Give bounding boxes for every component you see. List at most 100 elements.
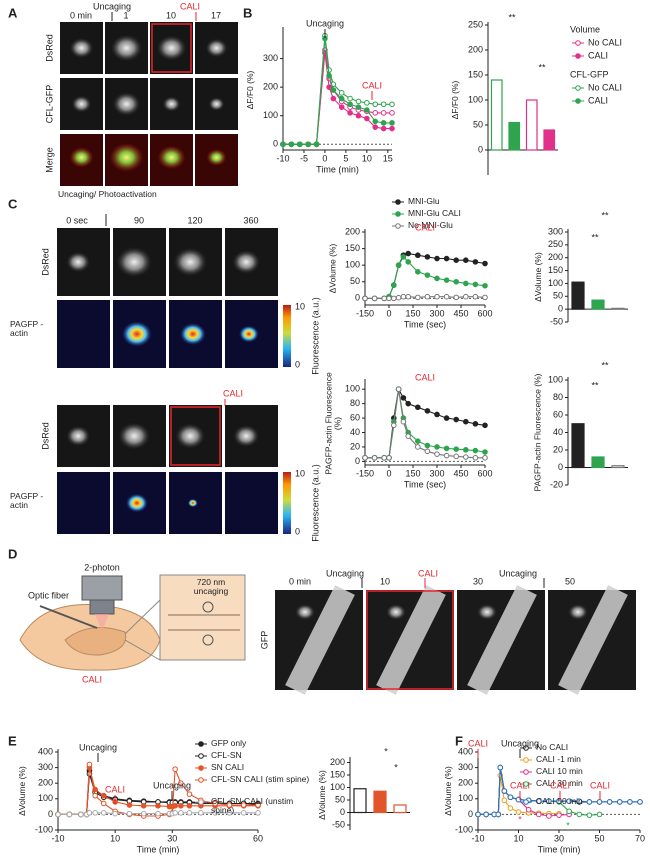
marker <box>395 223 401 229</box>
legend-label-text: GFP only <box>211 739 247 748</box>
x-tick-label: -150 <box>356 308 374 318</box>
marker <box>100 810 107 816</box>
marker <box>172 803 178 809</box>
spine-signal <box>121 321 152 347</box>
inset <box>159 574 246 661</box>
y-tick-label: 100 <box>345 384 360 394</box>
y-tick-label: 100 <box>38 793 53 803</box>
spine-signal <box>205 38 228 58</box>
marker <box>463 418 469 425</box>
spine-signal <box>69 37 94 59</box>
time-label: 0 sec <box>66 215 88 225</box>
marker <box>112 810 118 817</box>
y-tick-label: 300 <box>38 762 53 772</box>
y-tick-label: -50 <box>550 316 563 326</box>
optic-fiber <box>39 605 98 629</box>
y-axis-label-text: ΔVolume (%) <box>327 243 338 294</box>
marker <box>198 799 204 805</box>
marker <box>575 85 581 91</box>
micrograph <box>57 472 110 534</box>
marker <box>395 386 402 393</box>
y-axis-label-text: ΔVolume (%) <box>16 766 27 816</box>
panel-label: A <box>8 5 18 20</box>
marker <box>155 803 161 809</box>
legend-label: CFL-SN <box>211 751 242 760</box>
y-tick-label: 0 <box>340 807 345 817</box>
bar <box>543 129 556 151</box>
marker <box>586 799 593 805</box>
marker <box>330 95 337 102</box>
row-label: DsRed <box>44 34 54 62</box>
y-tick-label: 200 <box>458 778 473 788</box>
marker <box>391 295 397 302</box>
marker <box>546 813 552 819</box>
y-tick-label: 100 <box>468 94 483 104</box>
y-tick-label: 400 <box>458 746 473 756</box>
x-tick-label: 30 <box>554 833 564 843</box>
legend-label-text: CFL-SN <box>211 751 242 760</box>
marker <box>362 295 368 302</box>
marker <box>415 252 421 259</box>
y-tick-label: 150 <box>345 243 360 253</box>
marker <box>389 110 395 116</box>
cali-box <box>151 23 192 73</box>
marker <box>525 806 532 813</box>
x-tick-label: -10 <box>276 153 289 163</box>
marker <box>453 257 460 264</box>
annotation: * <box>566 820 570 830</box>
marker <box>535 811 542 818</box>
label: 2-photon <box>84 562 120 572</box>
bar <box>591 299 605 310</box>
annotation: Uncaging <box>153 780 191 790</box>
marker <box>198 777 204 783</box>
colorbar-min: 0 <box>295 359 300 369</box>
y-tick-label: 100 <box>458 793 473 803</box>
marker <box>424 272 431 278</box>
bar <box>353 788 367 814</box>
marker <box>255 810 261 816</box>
x-tick-label: 150 <box>405 468 420 478</box>
y-tick-label: 40 <box>350 427 360 437</box>
marker <box>78 811 84 818</box>
legend-label: SN CALI <box>211 763 244 771</box>
spine-signal <box>175 423 206 449</box>
row-label: GFP <box>259 631 269 650</box>
annotation: Uncaging/ Photoactivation <box>58 190 157 198</box>
series-line <box>283 52 392 145</box>
legend-label: CALI 50 min <box>536 797 583 805</box>
annotation: CALI <box>590 780 610 790</box>
marker <box>434 255 440 262</box>
spine-signal <box>187 498 198 508</box>
spine-signal <box>295 604 315 620</box>
marker <box>86 761 93 768</box>
marker <box>482 449 488 455</box>
spine-signal <box>206 148 227 166</box>
spine-signal <box>156 35 187 61</box>
marker <box>198 753 204 759</box>
marker <box>395 199 401 205</box>
annotation: * <box>394 762 398 772</box>
label: Optic fiber <box>28 590 69 600</box>
marker <box>424 408 431 414</box>
legend-label-text: CFL-SN CALI (unstim spine) <box>211 797 294 815</box>
micrograph <box>57 300 110 368</box>
y-tick-label: 50 <box>553 291 563 301</box>
y-tick-label: 200 <box>330 757 345 767</box>
row-label: CFL-GFP <box>44 85 54 124</box>
y-tick-label: 200 <box>38 778 53 788</box>
x-tick-label: 10 <box>362 153 372 163</box>
marker <box>482 422 488 429</box>
marker <box>364 115 370 122</box>
spine-signal <box>116 246 153 278</box>
marker <box>415 294 421 301</box>
legend-label-text: CFL-SN CALI (stim spine) <box>211 775 310 784</box>
marker <box>424 293 431 300</box>
marker <box>501 797 508 804</box>
y-tick-label: 150 <box>330 769 345 779</box>
marker <box>381 454 388 461</box>
marker <box>372 110 379 116</box>
spine <box>202 634 214 646</box>
colorbar <box>283 472 291 534</box>
marker <box>100 800 107 807</box>
y-axis-label: PAGFP-actin Fluorescence (%) <box>533 374 543 492</box>
